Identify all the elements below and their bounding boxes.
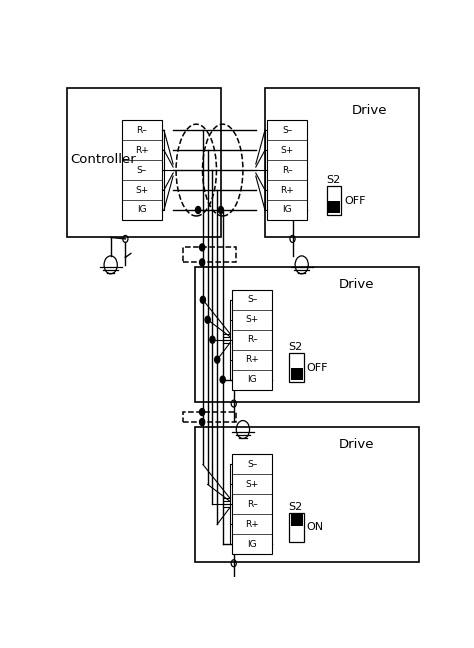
Text: S–: S– [282, 126, 292, 135]
Bar [122, 120, 162, 220]
Circle shape [200, 244, 205, 251]
Text: S2: S2 [289, 342, 303, 353]
Bar [265, 87, 419, 237]
Text: S+: S+ [246, 480, 259, 489]
Text: S2: S2 [289, 502, 303, 512]
Bar [232, 454, 272, 554]
Text: OFF: OFF [344, 196, 365, 205]
Circle shape [215, 356, 220, 363]
Bar [183, 412, 236, 422]
Circle shape [210, 336, 215, 343]
Text: R–: R– [247, 335, 257, 344]
Text: Drive: Drive [352, 104, 388, 117]
Text: R+: R+ [245, 355, 259, 364]
Text: Controller: Controller [71, 153, 136, 166]
Text: IG: IG [282, 205, 292, 214]
Text: S–: S– [247, 460, 257, 469]
Text: S–: S– [247, 295, 257, 305]
Bar [289, 353, 304, 382]
Bar [289, 513, 304, 542]
Text: OFF: OFF [307, 363, 328, 373]
Text: S2: S2 [326, 175, 340, 185]
Circle shape [200, 259, 205, 266]
Bar [195, 268, 419, 402]
Text: R–: R– [282, 166, 292, 174]
Text: IG: IG [247, 375, 257, 384]
Text: S+: S+ [281, 146, 293, 155]
Text: R–: R– [247, 500, 257, 509]
Bar [267, 120, 307, 220]
Bar [328, 201, 340, 213]
Circle shape [196, 207, 201, 213]
Circle shape [201, 296, 205, 303]
Circle shape [200, 419, 205, 426]
Circle shape [220, 376, 225, 383]
Circle shape [219, 207, 223, 213]
Text: IG: IG [247, 540, 257, 549]
Bar [66, 87, 221, 237]
Text: R+: R+ [280, 185, 294, 194]
Bar [327, 186, 341, 215]
Text: R+: R+ [245, 520, 259, 529]
Text: R–: R– [137, 126, 147, 135]
Text: R+: R+ [135, 146, 149, 155]
Text: Drive: Drive [339, 438, 374, 451]
Bar [291, 514, 302, 526]
Text: S–: S– [137, 166, 147, 174]
Bar [291, 368, 302, 380]
Bar [195, 427, 419, 562]
Bar [183, 248, 236, 262]
Bar [232, 290, 272, 389]
Text: S+: S+ [135, 185, 148, 194]
Circle shape [200, 409, 205, 415]
Text: IG: IG [137, 205, 147, 214]
Text: S+: S+ [246, 316, 259, 324]
Text: Drive: Drive [339, 279, 374, 292]
Text: ON: ON [307, 522, 324, 532]
Circle shape [205, 316, 210, 323]
